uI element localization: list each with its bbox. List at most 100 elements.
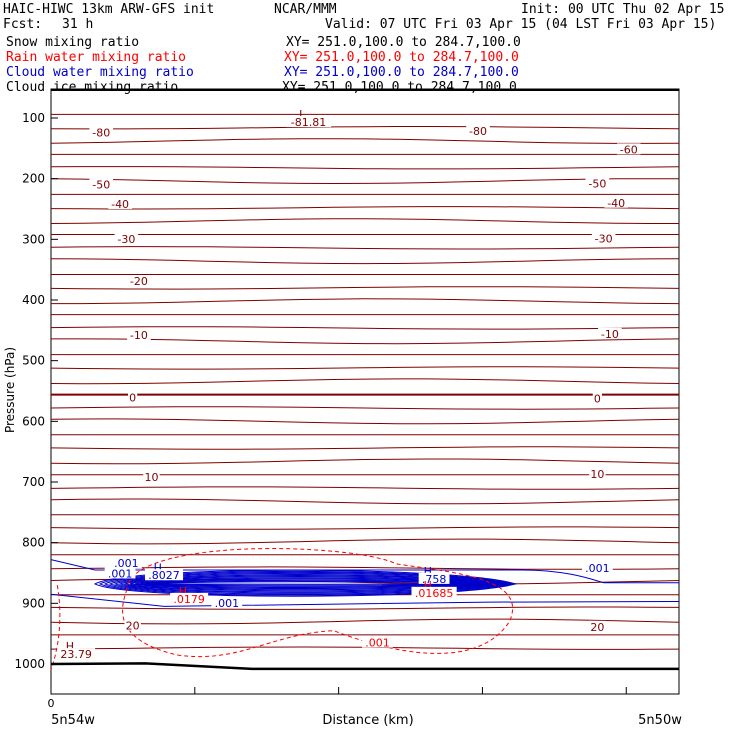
temperature-contour — [50, 206, 680, 210]
cloud-water-contour — [123, 576, 497, 591]
plot-frame — [50, 88, 680, 695]
extremum-marker: H — [179, 585, 187, 598]
y-tick-label: 700 — [22, 475, 45, 489]
label-background — [616, 143, 641, 155]
temperature-label: 20 — [126, 620, 140, 633]
temperature-contour — [50, 326, 680, 330]
extremum-value: 23.79 — [60, 648, 92, 661]
temperature-contour — [50, 498, 680, 505]
temperature-contour — [50, 246, 680, 250]
temperature-contour — [50, 366, 680, 370]
label-background — [581, 561, 613, 573]
cloud-water-contour — [50, 559, 679, 584]
label-background — [598, 327, 622, 339]
organization-label: NCAR/MMM — [274, 2, 337, 17]
temperature-label: -50 — [92, 179, 110, 192]
extremum-marker: L — [299, 108, 306, 121]
label-background — [127, 329, 151, 341]
field-rain-name: Rain water mixing ratio — [6, 50, 187, 65]
label-background — [170, 592, 209, 604]
label-background — [362, 636, 393, 648]
x-tick-label: 0 — [48, 697, 55, 710]
y-tick-label: 400 — [22, 293, 45, 307]
label-background — [114, 233, 139, 245]
extremum-marker: H — [66, 640, 74, 653]
cloud-water-contour — [50, 593, 680, 607]
x-axis-right-end: 5n50w — [638, 713, 682, 728]
cloud-water-contour — [113, 573, 504, 593]
forecast-label: Fcst: — [3, 17, 43, 32]
y-tick-label: 500 — [22, 354, 45, 368]
temperature-label: -40 — [111, 198, 129, 211]
extremum-value: .01685 — [415, 587, 454, 600]
temperature-label: 10 — [590, 468, 604, 481]
label-background — [589, 620, 606, 632]
temperature-contour — [50, 618, 680, 625]
ground-line — [50, 662, 679, 671]
temperature-contour — [50, 486, 680, 490]
temperature-contour — [50, 218, 679, 224]
y-tick-label: 300 — [22, 232, 45, 246]
temperature-contour — [50, 458, 680, 465]
label-background — [466, 125, 490, 137]
temperature-label: -10 — [601, 328, 619, 341]
temperature-label: -80 — [469, 125, 487, 138]
temperature-label: 0 — [129, 391, 136, 404]
mixing-ratio-label: .001 — [585, 562, 610, 575]
x-axis — [50, 687, 627, 694]
mixing-ratio-label: .001 — [114, 557, 139, 570]
temperature-contour — [50, 566, 680, 570]
extremum-marker: H — [424, 579, 432, 592]
label-background — [124, 619, 141, 631]
cloud-water-contours — [50, 559, 680, 607]
label-background — [145, 569, 184, 581]
y-tick-label: 100 — [22, 111, 45, 125]
label-background — [104, 567, 136, 579]
cloud-water-contour — [145, 580, 485, 586]
label-background — [589, 467, 606, 479]
extremum-value: .758 — [422, 573, 447, 586]
y-axis-title: Pressure (hPa) — [3, 347, 17, 433]
ground-surface — [50, 89, 679, 671]
label-background — [108, 197, 132, 209]
temperature-label: -20 — [130, 275, 148, 288]
label-background — [110, 557, 142, 569]
temperature-contour — [50, 378, 680, 385]
label-background — [411, 586, 457, 598]
label-background — [591, 232, 616, 244]
label-background — [127, 275, 151, 287]
y-tick-label: 800 — [22, 536, 45, 550]
label-background — [604, 196, 628, 208]
label-background — [592, 392, 602, 404]
temperature-label: -40 — [607, 197, 625, 210]
y-tick-label: 1000 — [14, 657, 45, 671]
label-background — [143, 470, 160, 482]
y-tick-label: 200 — [22, 172, 45, 186]
temperature-contour — [50, 446, 680, 450]
extremum-marker: H — [154, 561, 162, 574]
temperature-label: -60 — [620, 143, 638, 156]
temperature-label: -30 — [595, 233, 613, 246]
temperature-contour — [50, 526, 680, 530]
temperature-contour — [50, 406, 680, 410]
temperature-label: 0 — [594, 393, 601, 406]
cloud-water-contour — [140, 579, 488, 587]
field-cloudwater-xy: XY= 251.0,100.0 to 284.7,100.0 — [284, 65, 519, 80]
mixing-ratio-label: .001 — [108, 567, 133, 580]
contour-labels: -80 -80-60-50 -50-40 -40-30 -30-20-10 -100 010… — [57, 108, 641, 661]
mixing-ratio-label: .001 — [215, 597, 240, 610]
y-axis: 100 200 300 400 500 600 700 800 900 1000 — [14, 111, 58, 671]
label-background — [89, 126, 114, 138]
temperature-contour — [50, 178, 680, 185]
y-tick-label: 900 — [22, 596, 45, 610]
cloud-water-contour — [150, 581, 482, 585]
field-cloudwater-name: Cloud water mixing ratio — [6, 65, 194, 80]
temperature-contour — [50, 606, 680, 610]
temperature-contour — [50, 126, 680, 130]
extremum-value: -81.81 — [291, 116, 326, 129]
field-cloudice-xy: XY= 251.0,100.0 to 284.7,100.0 — [282, 80, 517, 95]
extremum-marker: H — [424, 565, 432, 578]
temperature-contour — [51, 338, 680, 345]
label-background — [285, 116, 332, 128]
